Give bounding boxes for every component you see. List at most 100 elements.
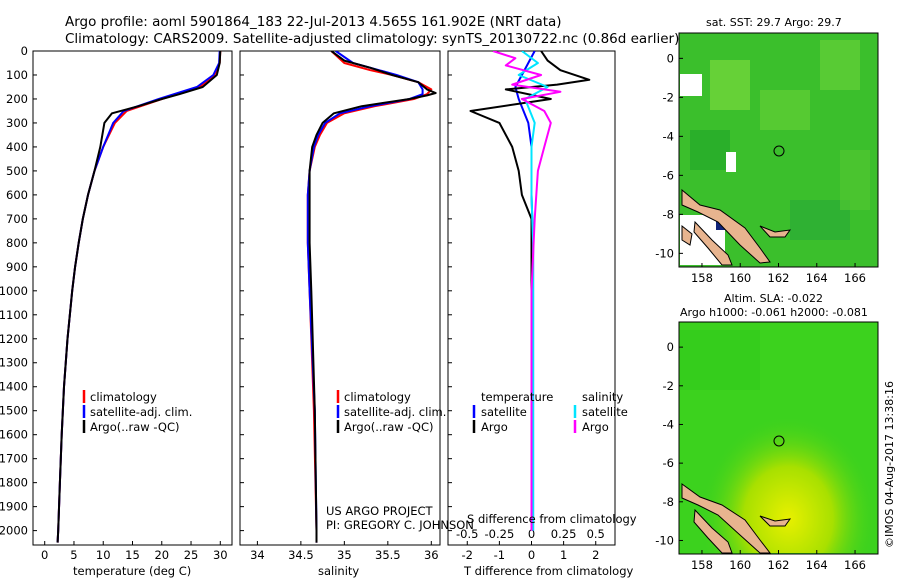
map-lon-label: 166 bbox=[844, 558, 866, 572]
map-lat-label: 0 bbox=[667, 51, 674, 65]
difference-xlabel-bottom: T difference from climatology bbox=[463, 564, 634, 578]
depth-tick-label: 500 bbox=[6, 164, 28, 178]
sla-map-axes: 158 160 162 164 166 0 -2 -4 -6 -8 -10 bbox=[655, 340, 866, 572]
x-tick-label: 36 bbox=[424, 548, 439, 562]
argo-location-marker bbox=[773, 435, 785, 447]
map-lon-label: 160 bbox=[729, 271, 751, 285]
land-mass bbox=[759, 515, 792, 527]
depth-tick-label: 1300 bbox=[0, 356, 28, 370]
depth-tick-label: 1100 bbox=[0, 308, 28, 322]
depth-tick-label: 900 bbox=[6, 260, 28, 274]
sst-map-axes: 158 160 162 164 166 0 -2 -4 -6 -8 -10 bbox=[655, 51, 866, 285]
s-diff-tick-label: 0 bbox=[528, 527, 535, 541]
header-line-1: Argo profile: aoml 5901864_183 22-Jul-20… bbox=[65, 14, 562, 30]
map-lon-label: 160 bbox=[729, 558, 751, 572]
map-lat-label: -8 bbox=[663, 207, 674, 221]
x-tick-label: 0 bbox=[41, 548, 48, 562]
map-lat-label: 0 bbox=[667, 340, 674, 354]
depth-tick-label: 1500 bbox=[0, 404, 28, 418]
legend-label-argo: Argo(..raw -QC) bbox=[344, 420, 434, 434]
map-lat-label: -10 bbox=[655, 246, 674, 260]
map-lat-label: -2 bbox=[663, 379, 674, 393]
x-tick-label: -1 bbox=[494, 548, 505, 562]
depth-tick-label: 1400 bbox=[0, 380, 28, 394]
difference-series bbox=[469, 51, 591, 531]
x-tick-label: 35 bbox=[337, 548, 352, 562]
salinity-panel bbox=[239, 50, 441, 546]
depth-tick-label: 400 bbox=[6, 140, 28, 154]
depth-tick-label: 200 bbox=[6, 92, 28, 106]
legend-label-temp-argo: Argo bbox=[481, 420, 508, 434]
map-lat-label: -2 bbox=[663, 90, 674, 104]
x-tick-label: 5 bbox=[70, 548, 77, 562]
x-tick-label: 34 bbox=[250, 548, 265, 562]
legend-label-climatology: climatology bbox=[344, 390, 411, 404]
map-lat-label: -4 bbox=[663, 129, 674, 143]
legend-label-sal-satellite: satellite bbox=[582, 405, 628, 419]
header-line-2: Climatology: CARS2009. Satellite-adjuste… bbox=[65, 31, 679, 47]
map-lon-label: 162 bbox=[768, 558, 790, 572]
x-tick-label: 34.5 bbox=[288, 548, 314, 562]
land-mass bbox=[681, 224, 693, 246]
series-line-salinity-satellite bbox=[517, 51, 549, 531]
salinity-xlabel: salinity bbox=[318, 564, 359, 578]
map-lat-label: -6 bbox=[663, 456, 674, 470]
map-lon-label: 164 bbox=[806, 558, 828, 572]
salinity-series bbox=[306, 51, 437, 543]
sst-map-title: sat. SST: 29.7 Argo: 29.7 bbox=[706, 16, 842, 29]
depth-tick-label: 1700 bbox=[0, 452, 28, 466]
temperature-xlabel: temperature (deg C) bbox=[73, 564, 191, 578]
x-tick-label: 20 bbox=[154, 548, 169, 562]
credit-pi: PI: GREGORY C. JOHNSON bbox=[326, 518, 474, 532]
legend-label-satellite: satellite-adj. clim. bbox=[90, 405, 192, 419]
depth-tick-label: 100 bbox=[6, 68, 28, 82]
s-diff-tick-label: -0.5 bbox=[456, 527, 478, 541]
series-line-salinity-argo bbox=[492, 51, 562, 531]
depth-tick-label: 800 bbox=[6, 236, 28, 250]
legend-label-argo: Argo(..raw -QC) bbox=[90, 420, 180, 434]
depth-tick-label: 1600 bbox=[0, 428, 28, 442]
x-tick-label: 2 bbox=[592, 548, 599, 562]
land-mass bbox=[759, 225, 792, 238]
sst-patch bbox=[760, 90, 810, 130]
legend-label-temp-satellite: satellite bbox=[481, 405, 527, 419]
sla-patch bbox=[680, 330, 760, 390]
legend-label-climatology: climatology bbox=[90, 390, 157, 404]
sla-map-title-2: Argo h1000: -0.061 h2000: -0.081 bbox=[680, 306, 868, 319]
x-tick-label: 35.5 bbox=[375, 548, 401, 562]
depth-tick-label: 700 bbox=[6, 212, 28, 226]
sst-missing-data bbox=[726, 152, 736, 172]
land-mass bbox=[693, 508, 733, 554]
sst-patch bbox=[710, 60, 750, 110]
series-line-argo bbox=[56, 51, 222, 543]
map-lon-label: 166 bbox=[844, 271, 866, 285]
map-lat-label: -8 bbox=[663, 495, 674, 509]
depth-tick-label: 2000 bbox=[0, 524, 28, 538]
legend-temp-title: temperature bbox=[481, 390, 553, 404]
map-lat-label: -6 bbox=[663, 168, 674, 182]
land-mass bbox=[681, 188, 771, 264]
map-lon-label: 158 bbox=[691, 271, 713, 285]
legend-label-sal-argo: Argo bbox=[582, 420, 609, 434]
series-line-temperature-argo bbox=[469, 51, 591, 531]
s-diff-tick-label: 0.25 bbox=[551, 527, 577, 541]
land-mass bbox=[693, 220, 733, 266]
argo-location-marker bbox=[773, 145, 785, 157]
sst-patch bbox=[840, 150, 870, 210]
sst-map bbox=[678, 32, 879, 268]
depth-tick-label: 300 bbox=[6, 116, 28, 130]
x-tick-label: 30 bbox=[213, 548, 228, 562]
difference-x-axis: -2 -1 0 1 2 -0.5 -0.25 0 0.25 0.5 bbox=[456, 527, 605, 562]
temperature-series bbox=[56, 51, 222, 543]
x-tick-label: -2 bbox=[462, 548, 473, 562]
map-lon-label: 164 bbox=[806, 271, 828, 285]
x-tick-label: 1 bbox=[560, 548, 567, 562]
sla-map-title-1: Altim. SLA: -0.022 bbox=[724, 292, 823, 305]
depth-tick-label: 1200 bbox=[0, 332, 28, 346]
map-lon-label: 162 bbox=[768, 271, 790, 285]
sst-missing-data bbox=[680, 74, 702, 96]
difference-legend: temperature satellite Argo salinity sate… bbox=[472, 390, 628, 434]
depth-tick-label: 0 bbox=[21, 44, 28, 58]
sst-patch bbox=[820, 40, 860, 90]
